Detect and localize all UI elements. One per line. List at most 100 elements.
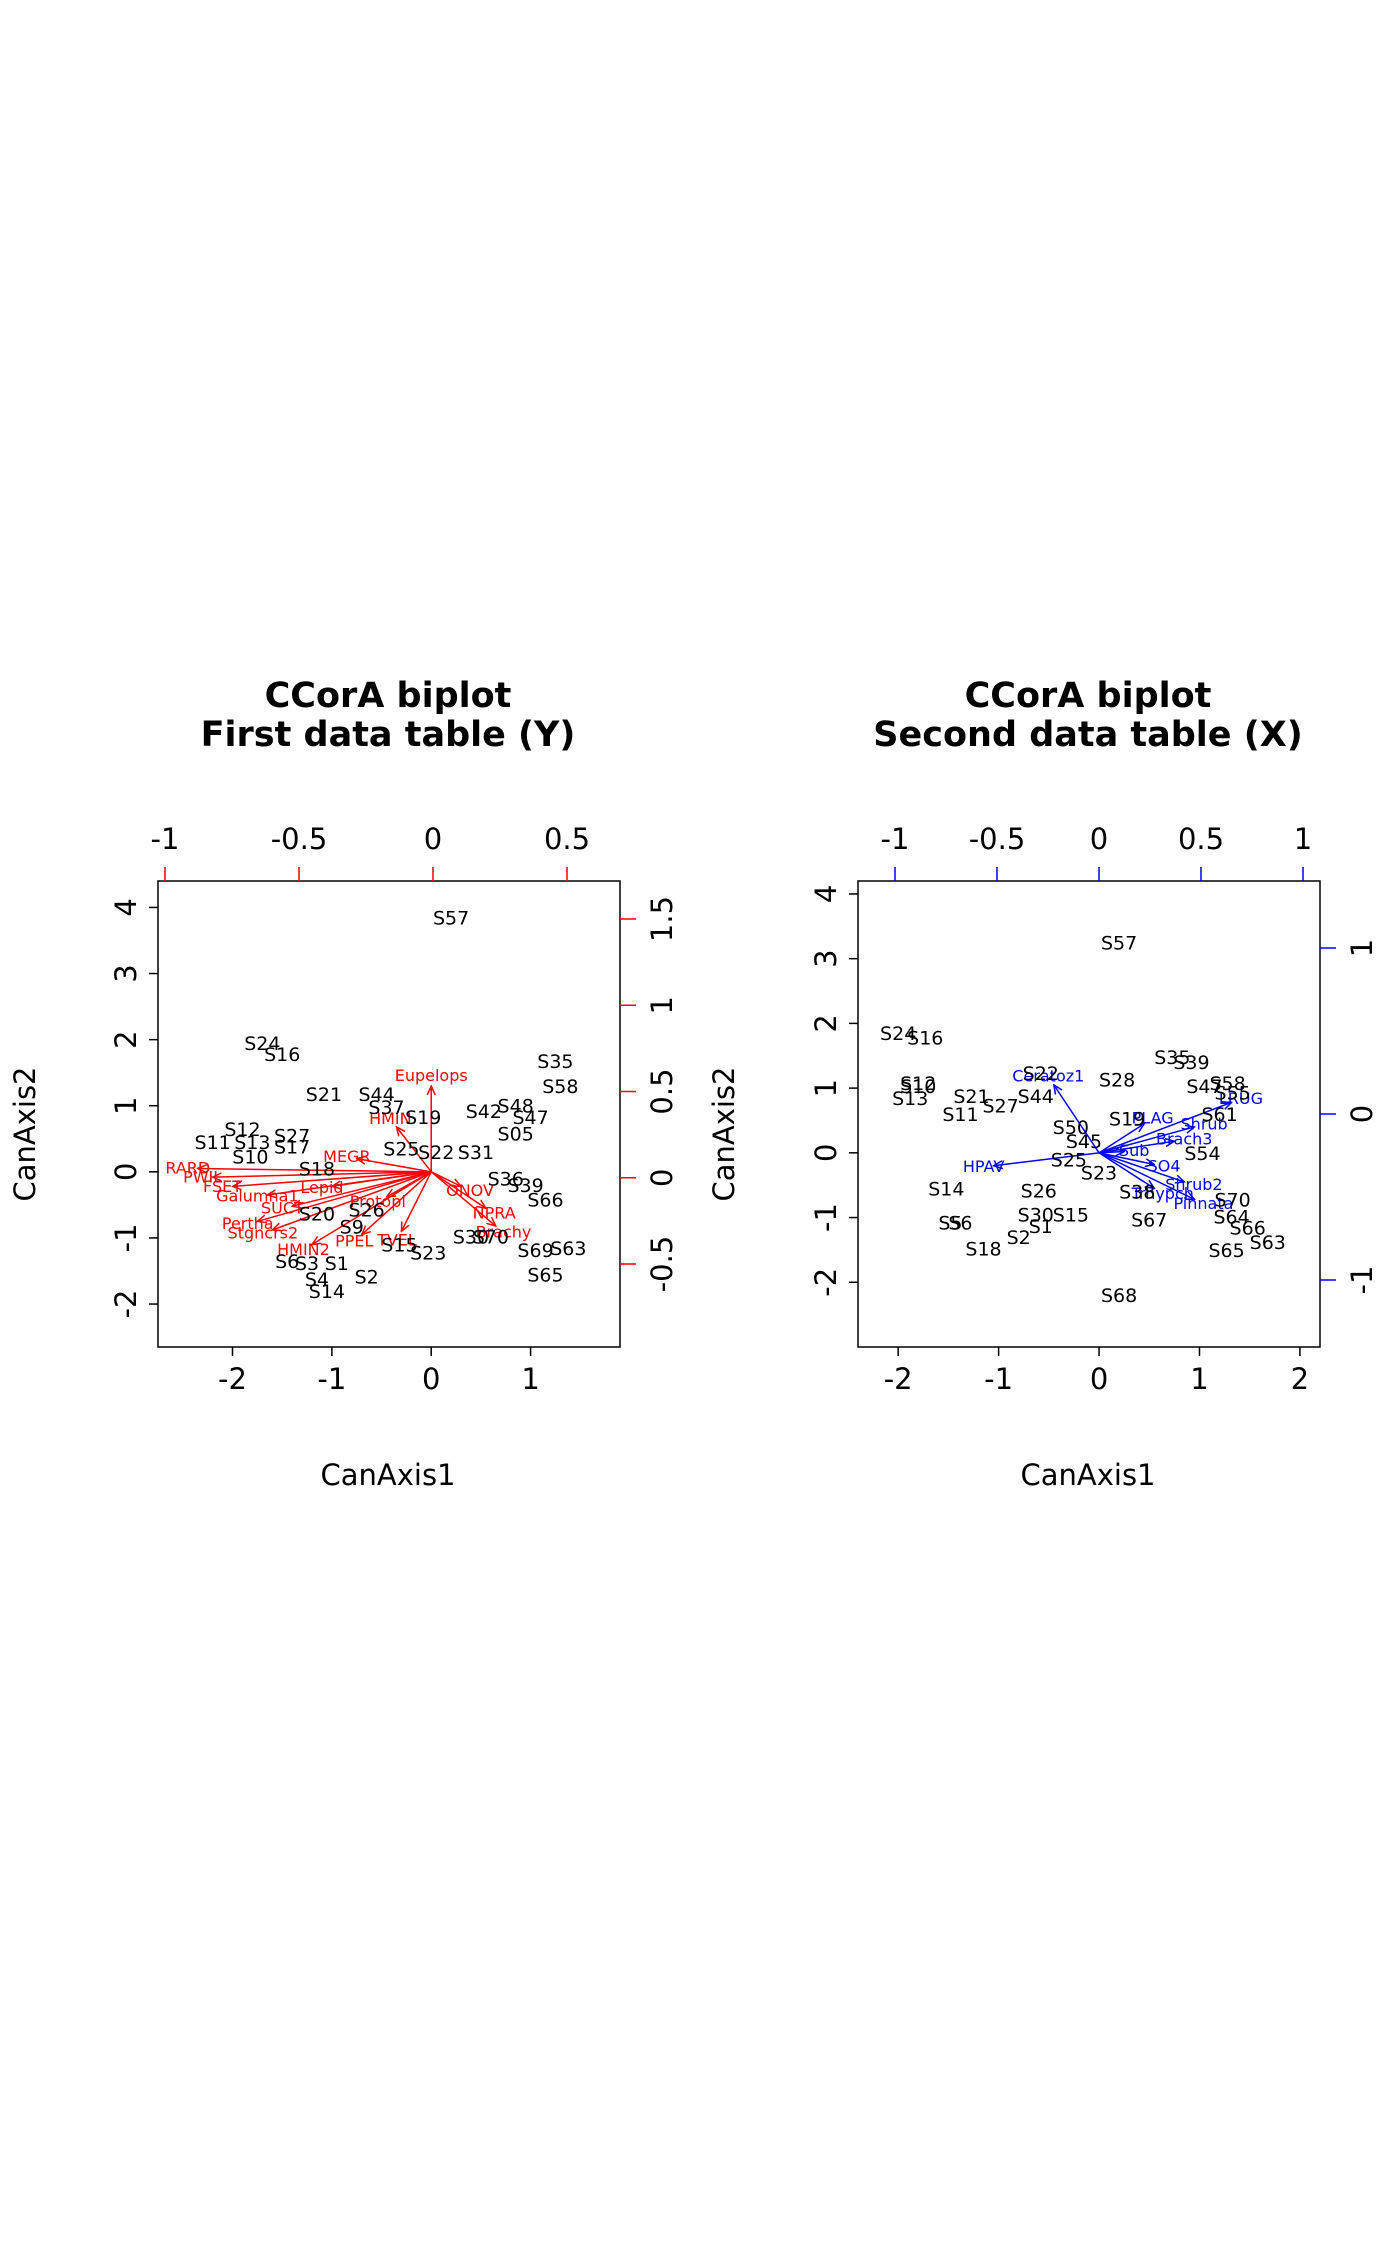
right-site-label: S35 <box>1154 1047 1190 1069</box>
left-variable-label: HMIN2 <box>277 1240 330 1259</box>
left-site-label: S16 <box>264 1044 300 1066</box>
right-site-label: S30 <box>1018 1204 1054 1226</box>
left-site-label: S26 <box>349 1200 385 1222</box>
right-variable-label: Shrub2 <box>1165 1175 1222 1194</box>
right-y-axis-label: CanAxis2 <box>707 1066 741 1201</box>
left-site-label: S47 <box>512 1107 548 1129</box>
left-plot-frame <box>157 880 621 1348</box>
right-site-label: S28 <box>1099 1070 1135 1092</box>
right-variable-label: Pinnata <box>1173 1194 1233 1213</box>
left-site-label: S14 <box>309 1281 345 1303</box>
left-site-label: S4 <box>305 1269 329 1291</box>
right-site-label: S45 <box>1066 1131 1102 1153</box>
left-variable-label: PWIL <box>183 1167 222 1186</box>
right-site-label: S55 <box>1214 1083 1250 1105</box>
right-variable-arrow <box>1098 1152 1154 1189</box>
left-chart-subtitle: First data table (Y) <box>201 715 576 755</box>
right-site-label: S38 <box>1119 1182 1155 1204</box>
left-variable-arrow <box>332 1171 432 1187</box>
left-site-label: S22 <box>418 1142 454 1164</box>
right-site-label: S21 <box>953 1086 989 1108</box>
right-variable-label: HPAV <box>963 1157 1005 1176</box>
right-x-tick-label: 1 <box>1190 1362 1208 1396</box>
right-site-label: S19 <box>1109 1109 1145 1131</box>
left-top-tick-label: -0.5 <box>271 822 328 856</box>
left-variable-label: HMIN <box>369 1109 412 1128</box>
right-site-label: S23 <box>1081 1162 1117 1184</box>
left-panel: CCorA biplot First data table (Y) CanAxi… <box>8 676 679 1492</box>
left-variable-arrow <box>430 1171 496 1226</box>
left-site-label: S65 <box>527 1264 563 1286</box>
right-variable-label: Sub <box>1119 1141 1149 1160</box>
right-variable-label: Brach3 <box>1156 1130 1212 1149</box>
left-site-label: S18 <box>299 1159 335 1181</box>
left-site-label: S27 <box>274 1125 310 1147</box>
left-site-label: S58 <box>542 1076 578 1098</box>
left-variable-label: ONOV <box>446 1181 494 1200</box>
right-site-label: S54 <box>1184 1143 1220 1165</box>
right-x-tick-label: -2 <box>884 1362 913 1396</box>
left-y-tick-label: 4 <box>109 898 143 916</box>
right-site-label: S44 <box>1018 1086 1054 1108</box>
left-variable-label: Pertha <box>222 1214 274 1233</box>
left-right-tick-label: 0.5 <box>645 1068 679 1114</box>
left-variable-label: Stgncrs2 <box>228 1223 299 1242</box>
left-variable-label: TVEL <box>376 1230 417 1249</box>
left-site-label: S35 <box>537 1051 573 1073</box>
right-site-label: S70 <box>1214 1189 1250 1211</box>
right-variable-arrow <box>1098 1124 1144 1154</box>
right-x-tick-label: 0 <box>1090 1362 1108 1396</box>
right-site-label: S50 <box>1053 1117 1089 1139</box>
right-variable-label: LRUG <box>1219 1089 1263 1108</box>
left-variable-arrow <box>387 1171 432 1197</box>
left-variable-arrow <box>396 1127 432 1173</box>
right-site-label: S68 <box>1101 1285 1137 1307</box>
right-site-label: S63 <box>1250 1232 1286 1254</box>
left-y-axis-label: CanAxis2 <box>8 1066 42 1201</box>
left-site-label: S63 <box>550 1238 586 1260</box>
left-variable-label: RARD <box>165 1158 210 1177</box>
left-variable-arrow <box>401 1171 432 1231</box>
left-site-label: S70 <box>473 1227 509 1249</box>
right-y-tick-label: 3 <box>809 949 843 967</box>
right-variable-arrow <box>1099 1152 1124 1153</box>
right-site-label: S14 <box>928 1178 964 1200</box>
right-site-label: S13 <box>892 1088 928 1110</box>
right-variable-arrow <box>1054 1085 1100 1154</box>
left-site-label: S44 <box>358 1084 394 1106</box>
left-y-tick-label: 2 <box>109 1030 143 1048</box>
left-site-label: S05 <box>498 1123 534 1145</box>
right-site-label: S12 <box>900 1073 936 1095</box>
left-site-label: S37 <box>368 1097 404 1119</box>
left-variable-arrow <box>257 1171 432 1222</box>
left-variable-arrow <box>292 1171 432 1206</box>
right-right-tick-label: -1 <box>1345 1266 1379 1295</box>
left-site-label: S19 <box>405 1107 441 1129</box>
left-site-label: S69 <box>517 1240 553 1262</box>
left-site-label: S23 <box>410 1242 446 1264</box>
left-variable-label: PPEL <box>335 1231 373 1250</box>
left-variable-arrow <box>430 1171 461 1187</box>
left-variable-label: Brachy <box>476 1222 532 1241</box>
left-site-label: S31 <box>458 1142 494 1164</box>
right-variable-arrow <box>1098 1152 1194 1200</box>
left-variable-arrow <box>198 1169 432 1172</box>
left-x-tick-label: -1 <box>317 1362 346 1396</box>
left-variable-label: FSET <box>203 1177 242 1196</box>
left-right-tick-label: 1 <box>645 996 679 1014</box>
right-y-tick-label: 2 <box>809 1014 843 1032</box>
right-site-label: S24 <box>880 1023 916 1045</box>
right-chart-title: CCorA biplot <box>965 676 1212 716</box>
right-site-label: S5 <box>938 1213 962 1235</box>
left-variable-arrow <box>233 1171 432 1187</box>
right-panel: CCorA biplot Second data table (X) CanAx… <box>707 676 1379 1492</box>
left-variable-label: Eupelops <box>395 1066 468 1085</box>
right-site-label: S61 <box>1201 1104 1237 1126</box>
left-y-tick-label: 1 <box>109 1097 143 1115</box>
right-variable-arrow <box>1098 1141 1174 1154</box>
left-site-label: S3 <box>295 1253 319 1275</box>
right-top-tick-label: 0.5 <box>1178 822 1224 856</box>
